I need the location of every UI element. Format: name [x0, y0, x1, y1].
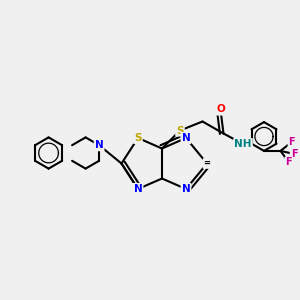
Text: =: = [204, 160, 210, 166]
Text: N: N [182, 184, 190, 194]
Text: S: S [176, 125, 184, 136]
Text: NH: NH [234, 139, 252, 149]
Text: O: O [216, 104, 225, 115]
Text: F: F [289, 137, 295, 147]
Text: N: N [134, 184, 142, 194]
Text: F: F [291, 149, 297, 159]
Text: =: = [203, 159, 211, 168]
Text: S: S [134, 133, 142, 143]
Text: N: N [95, 140, 103, 150]
Text: N: N [182, 133, 190, 143]
Text: F: F [286, 157, 292, 167]
